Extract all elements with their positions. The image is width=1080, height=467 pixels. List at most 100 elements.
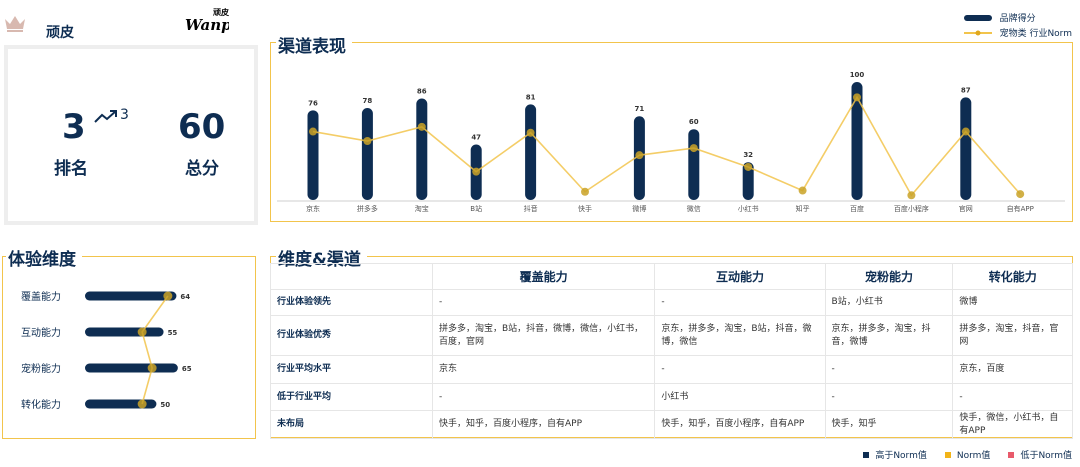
column-header: 宠粉能力: [824, 263, 954, 290]
channel-bar: [525, 104, 537, 200]
bar-value-label: 71: [635, 105, 645, 113]
table-cell: -: [654, 355, 826, 384]
dimension-norm-point: [137, 399, 147, 409]
table-cell: 快手，知乎，百度小程序，自有APP: [654, 410, 826, 439]
norm-point: [961, 127, 970, 136]
legend-below-norm: 低于Norm值: [1008, 448, 1072, 461]
legend-above-norm: 高于Norm值: [863, 448, 927, 461]
dimension-norm-point: [147, 363, 157, 373]
channel-bar: [688, 129, 700, 200]
table-row: 行业体验领先 - - B站，小红书 微博: [270, 289, 1073, 316]
column-header: 覆盖能力: [431, 263, 656, 290]
x-tick-label: 微信: [687, 204, 701, 213]
dimension-label: 转化能力: [21, 398, 61, 411]
bar-value-label: 78: [363, 97, 373, 105]
channel-chart: 76 京东 78 拼多多 86 淘宝 47 B站 81 抖音 快手 71 微博 60 微信 32 小红书 知乎 10…: [277, 71, 1065, 213]
brand-name: 顽皮: [46, 25, 74, 41]
norm-point: [526, 128, 535, 137]
dimension-value-label: 65: [182, 365, 192, 373]
legend-swatch-red: [1008, 451, 1015, 458]
x-tick-label: 抖音: [524, 204, 538, 213]
table-row: 未布局 快手，知乎，百度小程序，自有APP 快手，知乎，百度小程序，自有APP …: [270, 410, 1073, 439]
bar-value-label: 86: [417, 88, 427, 96]
table-cell: 小红书: [654, 383, 826, 411]
legend-bar-swatch: [963, 14, 992, 21]
legend-brand-score: 品牌得分: [999, 14, 1036, 24]
table-cell: 京东，百度: [952, 355, 1073, 384]
table-cell: 拼多多，淘宝，B站，抖音，微博，微信，小红书，百度，官网: [431, 315, 656, 356]
channel-legend: 品牌得分 宠物类 行业Norm: [963, 10, 1072, 40]
bar-value-label: 32: [743, 151, 753, 159]
legend-swatch-gold: [944, 451, 951, 458]
table-header-row: 覆盖能力 互动能力 宠粉能力 转化能力: [270, 263, 1073, 290]
norm-point: [472, 167, 481, 176]
norm-point: [853, 93, 861, 102]
bar-value-label: 81: [526, 93, 536, 101]
experience-panel-title: 体验维度: [6, 245, 82, 270]
channel-bar: [960, 97, 972, 200]
experience-chart: 覆盖能力 64 互动能力 55 宠粉能力 65 转化能力 50: [21, 290, 192, 411]
dimension-norm-line: [141, 295, 169, 405]
bar-value-label: 87: [961, 86, 971, 94]
dimension-bar: [85, 363, 178, 373]
row-label: 行业平均水平: [270, 355, 433, 384]
channel-bar: [851, 82, 863, 200]
trend-up-icon: [94, 110, 117, 123]
table-row: 低于行业平均 - 小红书 - -: [270, 383, 1073, 411]
legend-label: 低于Norm值: [1020, 451, 1072, 461]
table-cell: 拼多多，淘宝，抖音，官网: [952, 315, 1073, 356]
norm-point: [689, 144, 698, 153]
channel-panel-title: 渠道表现: [276, 32, 352, 57]
legend-norm: 宠物类 行业Norm: [999, 29, 1072, 39]
x-tick-label: 百度: [850, 204, 864, 213]
dimension-label: 互动能力: [21, 326, 61, 339]
table-row: 行业平均水平 京东 - - 京东，百度: [270, 355, 1073, 384]
table-cell: 微博: [952, 289, 1073, 316]
legend-label: Norm值: [956, 451, 991, 461]
channel-bar: [307, 110, 319, 200]
table-cell: B站，小红书: [824, 289, 954, 316]
logo-text: Wanpy: [185, 16, 229, 34]
bar-value-label: 100: [850, 71, 865, 79]
table-cell: 快手，微信，小红书，自有APP: [952, 410, 1073, 439]
table-cell: -: [824, 383, 954, 411]
legend-label: 高于Norm值: [875, 451, 927, 461]
dimension-value-label: 64: [180, 293, 190, 301]
table-cell: -: [824, 355, 954, 384]
matrix-legend: 高于Norm值 Norm值 低于Norm值: [845, 448, 1072, 461]
norm-point: [309, 127, 317, 136]
table-cell: -: [952, 383, 1073, 411]
total-score: 60: [178, 107, 226, 147]
crown-icon: [5, 16, 25, 32]
x-tick-label: 拼多多: [357, 204, 378, 213]
channel-bar: [742, 162, 754, 200]
row-label: 行业体验优秀: [270, 315, 433, 356]
x-tick-label: 微博: [632, 204, 646, 213]
dimension-norm-point: [163, 291, 173, 301]
legend-swatch-navy: [863, 451, 870, 458]
table-cell: -: [654, 289, 826, 316]
norm-point: [798, 186, 807, 195]
x-tick-label: 知乎: [796, 204, 810, 213]
x-tick-label: 京东: [306, 204, 320, 213]
norm-point: [744, 162, 753, 171]
x-tick-label: B站: [470, 204, 482, 213]
table-cell: 快手，知乎，百度小程序，自有APP: [431, 410, 656, 439]
wanpy-logo: 顽皮 Wanpy: [185, 7, 229, 34]
rank-label: 排名: [54, 159, 88, 179]
rank-change: 3: [120, 107, 129, 123]
norm-line: [312, 95, 1021, 197]
score-card: 3 3 排名 60 总分: [4, 45, 258, 225]
total-label: 总分: [185, 159, 219, 179]
legend-norm-value: Norm值: [944, 448, 991, 461]
bar-value-label: 60: [689, 118, 699, 126]
x-tick-label: 百度小程序: [894, 204, 929, 213]
logo-text-top: 顽皮: [213, 7, 229, 17]
norm-point: [1016, 190, 1025, 199]
table-cell: -: [431, 383, 656, 411]
table-corner: [270, 263, 433, 290]
column-header: 转化能力: [952, 263, 1073, 290]
table-cell: 京东: [431, 355, 656, 384]
norm-point: [581, 187, 589, 196]
dimension-value-label: 50: [160, 401, 170, 409]
